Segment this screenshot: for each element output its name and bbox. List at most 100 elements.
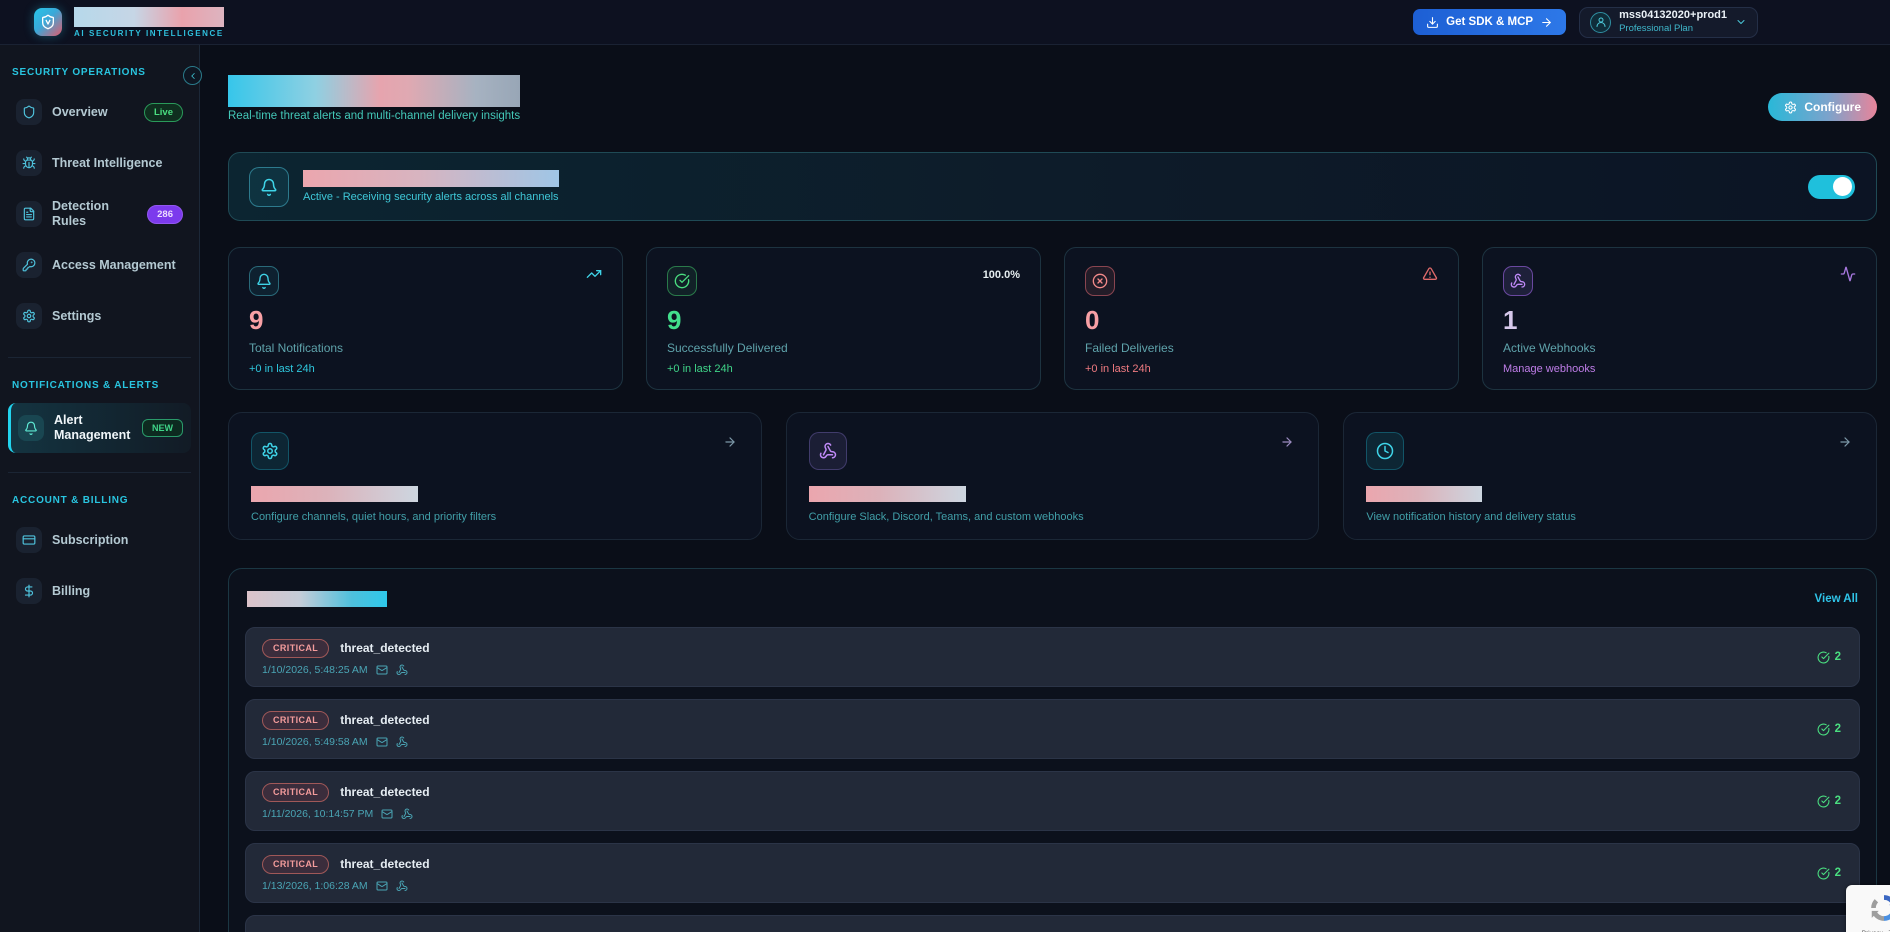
timestamp: 1/10/2026, 5:49:58 AM — [262, 735, 368, 748]
page-subtitle: Real-time threat alerts and multi-channe… — [228, 110, 521, 123]
chevron-down-icon — [1735, 16, 1747, 28]
delivered-count: 2 — [1834, 867, 1841, 880]
clock-icon — [1366, 432, 1405, 471]
stat-value: 9 — [667, 305, 682, 336]
stat-value: 0 — [1085, 305, 1100, 336]
sidebar-item-alert-management[interactable]: Alert Management NEW — [8, 403, 191, 453]
sidebar-item-threat-intelligence[interactable]: Threat Intelligence — [8, 141, 191, 185]
bug-icon — [16, 150, 42, 176]
delivered-count: 2 — [1834, 723, 1841, 736]
notification-row-partial[interactable] — [245, 915, 1860, 932]
stat-footnote: +0 in last 24h — [667, 363, 733, 376]
get-sdk-label: Get SDK & MCP — [1446, 16, 1534, 28]
banner-status: Active - Receiving security alerts acros… — [303, 191, 559, 204]
notification-row[interactable]: CRITICAL threat_detected 1/10/2026, 5:48… — [245, 627, 1860, 688]
download-icon — [1426, 16, 1439, 29]
new-badge: NEW — [142, 419, 183, 437]
top-header: SecureVector AI SECURITY INTELLIGENCE Ge… — [0, 0, 1890, 45]
notification-row[interactable]: CRITICAL threat_detected 1/13/2026, 1:06… — [245, 843, 1860, 904]
sidebar-item-label: Threat Intelligence — [52, 155, 163, 170]
action-description: View notification history and delivery s… — [1366, 511, 1576, 524]
sidebar-item-settings[interactable]: Settings — [8, 294, 191, 338]
webhook-icon — [1503, 266, 1533, 297]
delivered-count: 2 — [1834, 651, 1841, 664]
page-title: Alert Management — [228, 75, 521, 108]
manage-webhooks-link[interactable]: Manage webhooks — [1503, 363, 1596, 376]
trending-up-icon — [586, 266, 602, 282]
arrow-right-icon — [723, 435, 737, 449]
recent-notifications-section: Recent Notifications View All CRITICAL t… — [228, 568, 1877, 932]
intelligent-notifications-banner: Intelligent Notifications Active - Recei… — [228, 152, 1877, 222]
user-plan: Professional Plan — [1619, 23, 1693, 35]
webhook-icon — [401, 808, 413, 820]
action-card-delivery-insights[interactable]: Delivery Insights View notification hist… — [1343, 412, 1877, 541]
check-circle-icon — [1817, 867, 1830, 880]
sidebar-item-label: Subscription — [52, 532, 129, 547]
delivery-rate: 100.0% — [982, 269, 1020, 282]
key-icon — [16, 252, 42, 278]
shield-v-icon — [40, 14, 56, 30]
notification-row[interactable]: CRITICAL threat_detected 1/11/2026, 10:1… — [245, 771, 1860, 832]
stat-footnote: +0 in last 24h — [249, 363, 315, 376]
sidebar-section-security-operations: SECURITY OPERATIONS — [12, 67, 146, 78]
brand-text: SecureVector AI SECURITY INTELLIGENCE — [74, 6, 224, 38]
severity-badge: CRITICAL — [262, 782, 330, 802]
stat-value: 9 — [249, 305, 264, 336]
stat-card-failed-deliveries: 0 Failed Deliveries +0 in last 24h — [1064, 247, 1459, 391]
action-card-webhook-management[interactable]: Webhook Management Configure Slack, Disc… — [785, 412, 1320, 541]
webhook-icon — [808, 432, 847, 471]
sidebar-divider — [8, 357, 191, 358]
sidebar-item-label: Access Management — [52, 257, 176, 272]
sidebar-item-detection-rules[interactable]: Detection Rules 286 — [8, 192, 191, 236]
mail-icon — [376, 736, 388, 748]
sidebar-collapse-button[interactable] — [183, 66, 202, 85]
sidebar: SECURITY OPERATIONS Overview Live Threat… — [0, 45, 202, 932]
recaptcha-badge[interactable]: Privacy - Terms — [1846, 885, 1890, 932]
timestamp: 1/13/2026, 1:06:28 AM — [262, 879, 368, 892]
action-card-notification-preferences[interactable]: Notification Preferences Configure chann… — [228, 412, 762, 541]
check-circle-icon — [667, 266, 697, 297]
action-title: Notification Preferences — [251, 486, 418, 503]
notifications-toggle[interactable] — [1808, 174, 1855, 199]
timestamp: 1/11/2026, 10:14:57 PM — [262, 807, 374, 820]
timestamp: 1/10/2026, 5:48:25 AM — [262, 663, 368, 676]
severity-badge: CRITICAL — [262, 854, 330, 874]
sidebar-item-billing[interactable]: Billing — [8, 569, 191, 613]
gear-icon — [251, 432, 289, 471]
view-all-link[interactable]: View All — [1814, 593, 1858, 606]
brand-logo — [34, 8, 62, 36]
bell-icon — [249, 266, 279, 297]
event-name: threat_detected — [340, 641, 430, 656]
sidebar-item-label: Settings — [52, 308, 102, 323]
banner-title: Intelligent Notifications — [303, 170, 559, 188]
event-name: threat_detected — [340, 857, 430, 872]
stat-label: Successfully Delivered — [667, 341, 788, 356]
user-account-menu[interactable]: mss04132020+prod1 Professional Plan — [1579, 6, 1758, 38]
sidebar-item-subscription[interactable]: Subscription — [8, 518, 191, 562]
mail-icon — [376, 664, 388, 676]
gear-icon — [1784, 101, 1797, 114]
gear-icon — [16, 303, 42, 329]
bell-icon — [18, 415, 44, 441]
arrow-right-icon — [1280, 435, 1294, 449]
action-title: Delivery Insights — [1366, 486, 1483, 503]
sidebar-item-label: Alert Management — [54, 413, 131, 442]
stat-card-successfully-delivered: 100.0% 9 Successfully Delivered +0 in la… — [646, 247, 1041, 391]
activity-icon — [1840, 266, 1856, 282]
notification-row[interactable]: CRITICAL threat_detected 1/10/2026, 5:49… — [245, 699, 1860, 760]
arrow-right-icon — [1540, 16, 1553, 29]
sidebar-item-overview[interactable]: Overview Live — [8, 90, 191, 134]
action-title: Webhook Management — [808, 486, 967, 503]
check-circle-icon — [1817, 795, 1830, 808]
get-sdk-button[interactable]: Get SDK & MCP — [1413, 9, 1567, 35]
stat-label: Active Webhooks — [1503, 341, 1596, 356]
event-name: threat_detected — [340, 785, 430, 800]
webhook-icon — [396, 880, 408, 892]
alert-triangle-icon — [1422, 266, 1438, 282]
severity-badge: CRITICAL — [262, 638, 330, 658]
recent-notifications-title: Recent Notifications — [247, 591, 388, 608]
configure-button[interactable]: Configure — [1768, 93, 1877, 121]
recaptcha-icon — [1870, 894, 1890, 927]
mail-icon — [376, 880, 388, 892]
sidebar-item-access-management[interactable]: Access Management — [8, 243, 191, 287]
